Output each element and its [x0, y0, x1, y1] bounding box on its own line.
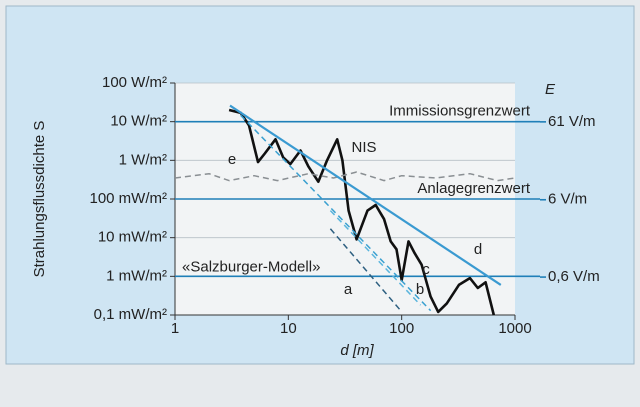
- y-tick-label: 0,1 mW/m²: [94, 306, 167, 323]
- series-label: d: [474, 241, 482, 258]
- reference-label: «Salzburger-Modell»: [182, 258, 320, 275]
- x-tick-label: 1000: [498, 320, 531, 337]
- series-line: [229, 104, 502, 286]
- series-label: a: [344, 281, 353, 298]
- y-tick-label: 1 mW/m²: [106, 267, 167, 284]
- series-line: [228, 108, 496, 316]
- x-axis-title: d [m]: [340, 342, 374, 359]
- reference-label: Anlagegrenzwert: [417, 180, 530, 197]
- y2-tick-label: 0,6 V/m: [548, 268, 600, 285]
- y-axis-title: Strahlungsflussdichte S: [31, 121, 48, 278]
- y2-tick-label: 6 V/m: [548, 191, 587, 208]
- y-tick-label: 1 W/m²: [119, 151, 167, 168]
- series-line: [174, 171, 516, 182]
- series-label: c: [422, 261, 430, 278]
- x-tick-label: 1: [171, 320, 179, 337]
- reference-label: Immissionsgrenzwert: [389, 103, 531, 120]
- series-line: [329, 228, 402, 312]
- x-tick-label: 100: [389, 320, 414, 337]
- series-line: [240, 114, 432, 312]
- y2-axis-title: E: [545, 81, 556, 98]
- y-tick-label: 100 mW/m²: [89, 190, 167, 207]
- x-tick-label: 10: [280, 320, 297, 337]
- series-label: NIS: [351, 139, 376, 156]
- series-label: b: [416, 281, 424, 298]
- y2-tick-label: 61 V/m: [548, 113, 596, 130]
- series-label: e: [228, 151, 236, 168]
- y-tick-label: 10 W/m²: [110, 113, 167, 130]
- y-tick-label: 100 W/m²: [102, 74, 167, 91]
- series-line: [329, 210, 422, 306]
- y-tick-label: 10 mW/m²: [98, 229, 167, 246]
